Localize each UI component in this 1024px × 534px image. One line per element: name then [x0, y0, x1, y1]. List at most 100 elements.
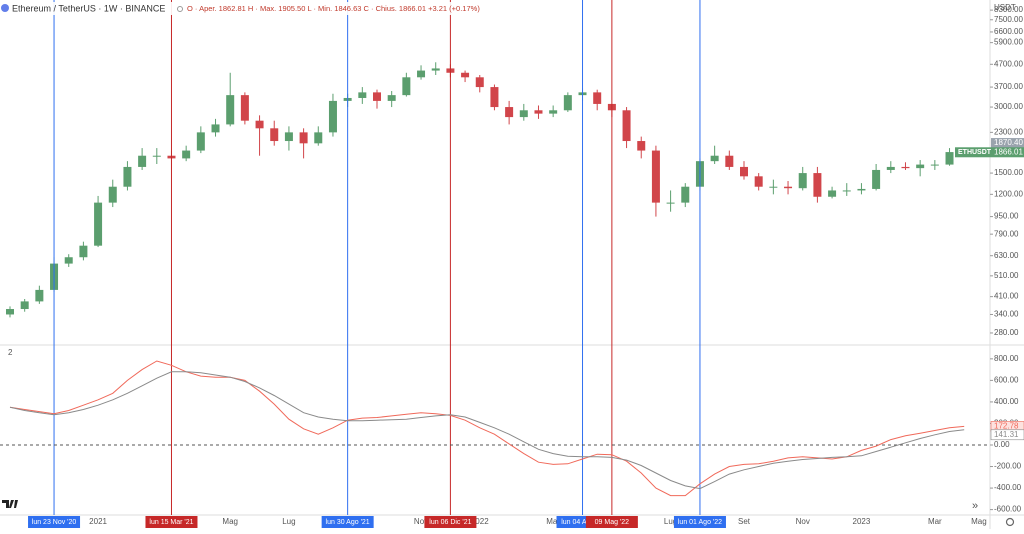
candle-body	[784, 186, 793, 189]
candle-body	[138, 155, 147, 167]
indicator-value: 141.31	[994, 430, 1019, 439]
candle-body	[328, 100, 337, 133]
candle-body	[930, 164, 939, 166]
candle-body	[593, 92, 602, 104]
x-tick-label: Lug	[664, 517, 677, 526]
candle-body	[123, 166, 132, 187]
candle-body	[152, 155, 161, 157]
candle-body	[651, 150, 660, 203]
candle-body	[886, 166, 895, 170]
x-tick-label: Mag	[222, 517, 238, 526]
candle-body	[798, 173, 807, 189]
y-tick-label: 280.00	[994, 328, 1019, 337]
candle-body	[79, 245, 88, 258]
indicator-line	[9, 360, 965, 497]
x-tick-label: Mar	[546, 517, 560, 526]
candle-body	[519, 110, 528, 118]
candle-body	[505, 107, 514, 118]
candle-body	[549, 110, 558, 114]
y-tick-label: -600.00	[994, 505, 1022, 514]
header-ohlc: O · Aper. 1862.81 H · Max. 1905.50 L · M…	[187, 4, 480, 13]
candle-body	[240, 95, 249, 121]
y-tick-label: -200.00	[994, 462, 1022, 471]
candle-body	[417, 70, 426, 78]
candle-body	[725, 155, 734, 167]
x-tick-label: 2021	[89, 517, 107, 526]
last-price-tag	[955, 147, 1024, 158]
candle-body	[226, 95, 235, 125]
last-price-label: 1866.01	[994, 147, 1023, 156]
y-tick-label: 340.00	[994, 310, 1019, 319]
candle-body	[94, 202, 103, 246]
candle-body	[20, 301, 29, 310]
header-bg	[0, 2, 460, 15]
y-tick-label: 800.00	[994, 354, 1019, 363]
candle-body	[270, 128, 279, 142]
y-tick-label: 410.00	[994, 292, 1019, 301]
axis-unit: USDT	[994, 3, 1016, 12]
marker-label-bg	[585, 516, 638, 528]
candle-body	[35, 289, 44, 302]
marker-label-bg	[145, 516, 198, 528]
candle-body	[534, 110, 543, 114]
candle-body	[916, 164, 925, 169]
candle-body	[842, 190, 851, 192]
y-tick-label: 400.00	[994, 397, 1019, 406]
candle-body	[182, 150, 191, 159]
candle-body	[387, 95, 396, 101]
candle-body	[828, 190, 837, 197]
candle-body	[563, 95, 572, 111]
y-tick-label: 8300.00	[994, 5, 1023, 14]
marker-label: 09 Mag '22	[595, 519, 630, 526]
candle-body	[284, 132, 293, 142]
candle-body	[196, 132, 205, 151]
candle-body	[681, 186, 690, 203]
y-tick-label: 950.00	[994, 212, 1019, 221]
candle-body	[108, 186, 117, 203]
marker-label-bg	[424, 516, 477, 528]
x-tick-label: 2022	[471, 517, 489, 526]
marker-label: lun 04 Apr '22	[561, 519, 604, 526]
candle-body	[314, 132, 323, 144]
scroll-icon: »	[972, 500, 978, 512]
candle-body	[402, 77, 411, 96]
y-tick-label: 600.00	[994, 375, 1019, 384]
x-tick-label: Set	[738, 517, 751, 526]
candle-body	[373, 92, 381, 101]
candle-body	[211, 124, 220, 133]
y-tick-label: 6600.00	[994, 27, 1023, 36]
candle-body	[64, 257, 73, 264]
price-tag	[991, 138, 1024, 149]
candle-body	[872, 169, 881, 189]
candle-body	[857, 188, 866, 191]
y-tick-label: 4700.00	[994, 59, 1023, 68]
candle-body	[6, 309, 14, 315]
candle-body	[813, 173, 822, 197]
symbol-icon	[1, 4, 9, 12]
x-tick-label: Nov	[414, 517, 428, 526]
candle-body	[475, 77, 484, 88]
marker-label: lun 30 Ago '21	[326, 519, 370, 526]
candle-body	[358, 92, 367, 98]
candle-body	[490, 87, 499, 108]
marker-label: lun 23 Nov '20	[32, 519, 77, 526]
indicator-line	[9, 371, 965, 490]
candle-body	[901, 166, 910, 169]
logo	[2, 500, 18, 508]
x-tick-label: Mar	[928, 517, 942, 526]
y-tick-label: -400.00	[994, 483, 1022, 492]
marker-label: lun 01 Ago '22	[678, 519, 722, 526]
marker-label-bg	[673, 516, 726, 528]
candle-body	[769, 186, 778, 188]
candle-body	[637, 141, 646, 151]
y-tick-label: 630.00	[994, 251, 1019, 260]
symbol-label: ETHUSDT	[958, 149, 992, 156]
status-dot	[177, 6, 183, 12]
candle-body	[461, 72, 470, 78]
candle-body	[666, 202, 675, 204]
y-tick-label: 790.00	[994, 229, 1019, 238]
y-tick-label: 2300.00	[994, 127, 1023, 136]
candle-body	[754, 176, 763, 187]
y-tick-label: 1500.00	[994, 168, 1023, 177]
